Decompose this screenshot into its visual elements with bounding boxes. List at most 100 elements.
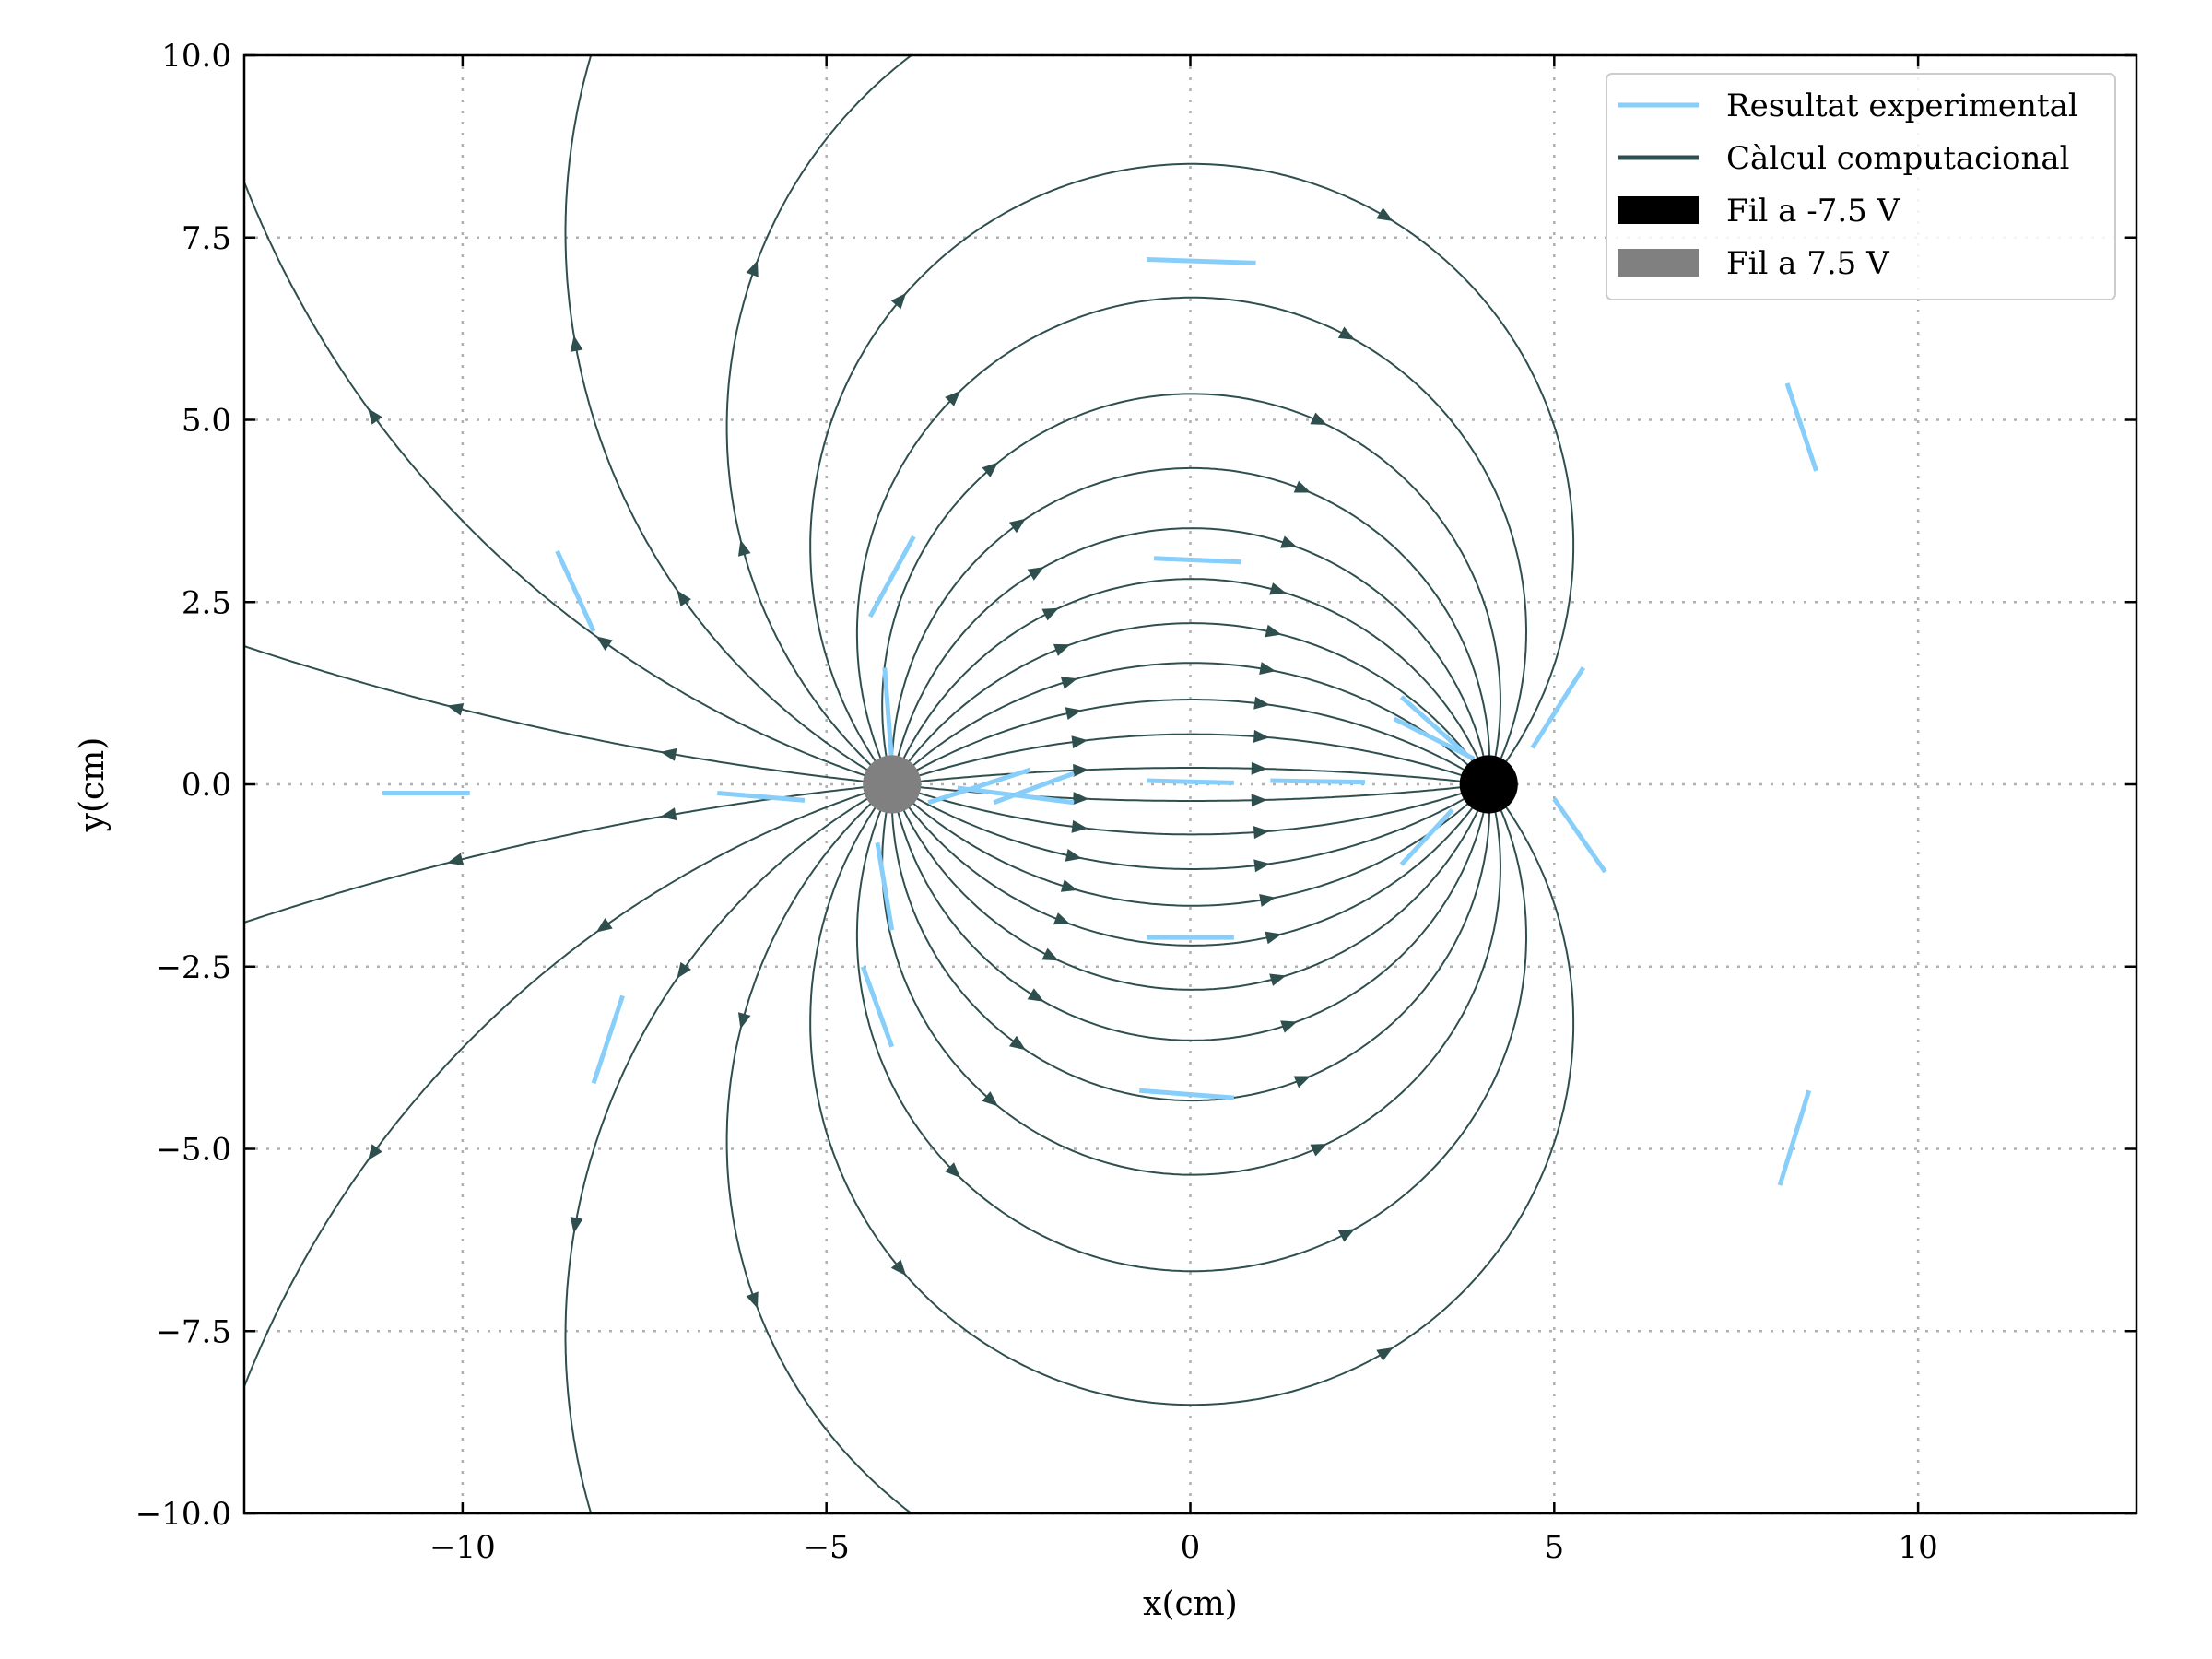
x-tick-label: 0 <box>1181 1529 1201 1566</box>
streamline <box>564 794 874 1513</box>
streamline-arrow <box>1027 988 1044 1002</box>
streamline-arrow <box>1269 973 1287 986</box>
streamline-arrow <box>890 292 907 310</box>
streamline <box>881 804 1502 1176</box>
streamline-arrow <box>1060 677 1078 689</box>
legend: Resultat experimental Càlcul computaciona… <box>1606 73 2116 300</box>
y-tick-label: −2.5 <box>155 949 231 986</box>
axis-ticks: −10 −5 0 5 10 −10.0 −7.5 −5.0 −2.5 0.0 2.5 5.0 7.5 10… <box>135 38 2136 1566</box>
streamline-arrow <box>1293 1076 1312 1088</box>
streamline <box>903 799 1479 947</box>
streamline-arrow <box>1073 792 1089 806</box>
streamline-arrow <box>1293 480 1312 493</box>
streamline-arrow <box>595 636 613 651</box>
streamline <box>244 785 871 924</box>
streamline <box>890 803 1491 1102</box>
streamline <box>912 789 1472 836</box>
x-tick-label: 10 <box>1898 1529 1937 1566</box>
streamline <box>890 466 1491 766</box>
streamline-arrow <box>446 702 465 716</box>
legend-label: Fil a -7.5 V <box>1726 193 1901 229</box>
x-axis-label: x(cm) <box>1143 1585 1238 1623</box>
streamline <box>900 578 1483 767</box>
legend-swatch-patch <box>1618 196 1699 224</box>
experimental-segment <box>1530 666 1586 749</box>
x-tick-label: −10 <box>429 1529 496 1566</box>
streamline-arrow <box>1253 696 1271 710</box>
experimental-segment <box>860 965 895 1048</box>
streamline <box>895 527 1487 767</box>
experimental-segment <box>591 994 625 1085</box>
streamline-arrow <box>982 1091 998 1107</box>
streamline-arrow <box>677 961 691 979</box>
streamline-arrow <box>1269 582 1287 595</box>
experimental-segment <box>1147 256 1256 265</box>
streamline <box>903 622 1479 770</box>
legend-swatch-patch <box>1618 249 1699 276</box>
y-axis-label: y(cm) <box>74 737 112 833</box>
experimental-segment <box>927 767 1031 806</box>
experimental-segment <box>1552 797 1607 874</box>
streamline-arrow <box>1008 1035 1026 1051</box>
streamline-arrow <box>368 407 382 425</box>
streamline-arrow <box>1073 763 1089 777</box>
streamline-arrow <box>1310 1144 1327 1157</box>
streamline <box>913 767 1470 783</box>
streamline-arrow <box>1259 662 1277 675</box>
streamline <box>881 393 1502 765</box>
streamline-arrow <box>1251 794 1267 807</box>
streamline-arrow <box>660 747 677 761</box>
streamline-arrow <box>746 1291 759 1309</box>
streamline <box>564 55 874 774</box>
x-tick-label: 5 <box>1544 1529 1564 1566</box>
streamline-arrow <box>570 1217 583 1234</box>
streamline <box>244 645 871 783</box>
experimental-segment <box>867 535 916 618</box>
legend-entry: Fil a 7.5 V <box>1618 245 1890 282</box>
streamline-arrow <box>1253 729 1270 743</box>
y-tick-label: 0.0 <box>182 767 231 804</box>
experimental-segment <box>555 549 596 632</box>
streamline-arrow <box>1280 535 1298 548</box>
y-tick-label: −7.5 <box>155 1313 231 1350</box>
streamline <box>809 799 1575 1406</box>
y-tick-label: −10.0 <box>135 1496 231 1533</box>
y-tick-label: 10.0 <box>161 38 231 75</box>
streamline <box>912 733 1472 780</box>
streamline-arrow <box>1376 1347 1394 1361</box>
legend-box <box>1606 73 2116 300</box>
streamline-arrow <box>1265 624 1282 638</box>
streamline <box>809 162 1575 770</box>
experimental-segment <box>1147 778 1234 785</box>
streamline-arrow <box>1065 707 1082 720</box>
experimental-segment <box>1393 716 1476 761</box>
streamline <box>244 790 872 1390</box>
streamline-arrow <box>1071 735 1088 749</box>
streamline-arrow <box>1253 859 1271 873</box>
y-tick-label: −5.0 <box>155 1132 231 1169</box>
streamline-arrow <box>1053 912 1071 925</box>
streamline <box>910 699 1472 775</box>
y-tick-label: 5.0 <box>182 403 231 440</box>
positive-wire <box>863 755 922 814</box>
legend-label: Càlcul computacional <box>1726 140 2070 177</box>
experimental-segment <box>1399 695 1469 758</box>
streamline-arrow <box>890 1259 907 1277</box>
streamline-arrow <box>660 807 677 821</box>
streamline-arrow <box>1253 826 1270 840</box>
streamline <box>855 296 1527 768</box>
streamline-arrow <box>1027 567 1044 581</box>
streamline-arrow <box>1065 849 1082 862</box>
experimental-segment <box>1139 1088 1235 1100</box>
streamline <box>910 794 1472 870</box>
streamline-arrow <box>570 335 583 352</box>
streamline-arrow <box>1041 607 1059 621</box>
streamline <box>907 662 1476 771</box>
streamline-arrow <box>1053 643 1071 656</box>
streamline-arrow <box>1280 1020 1298 1033</box>
streamline-arrow <box>746 260 759 277</box>
streamline-arrow <box>677 590 691 607</box>
streamline <box>725 798 913 1513</box>
computational-streamlines <box>244 55 1575 1513</box>
